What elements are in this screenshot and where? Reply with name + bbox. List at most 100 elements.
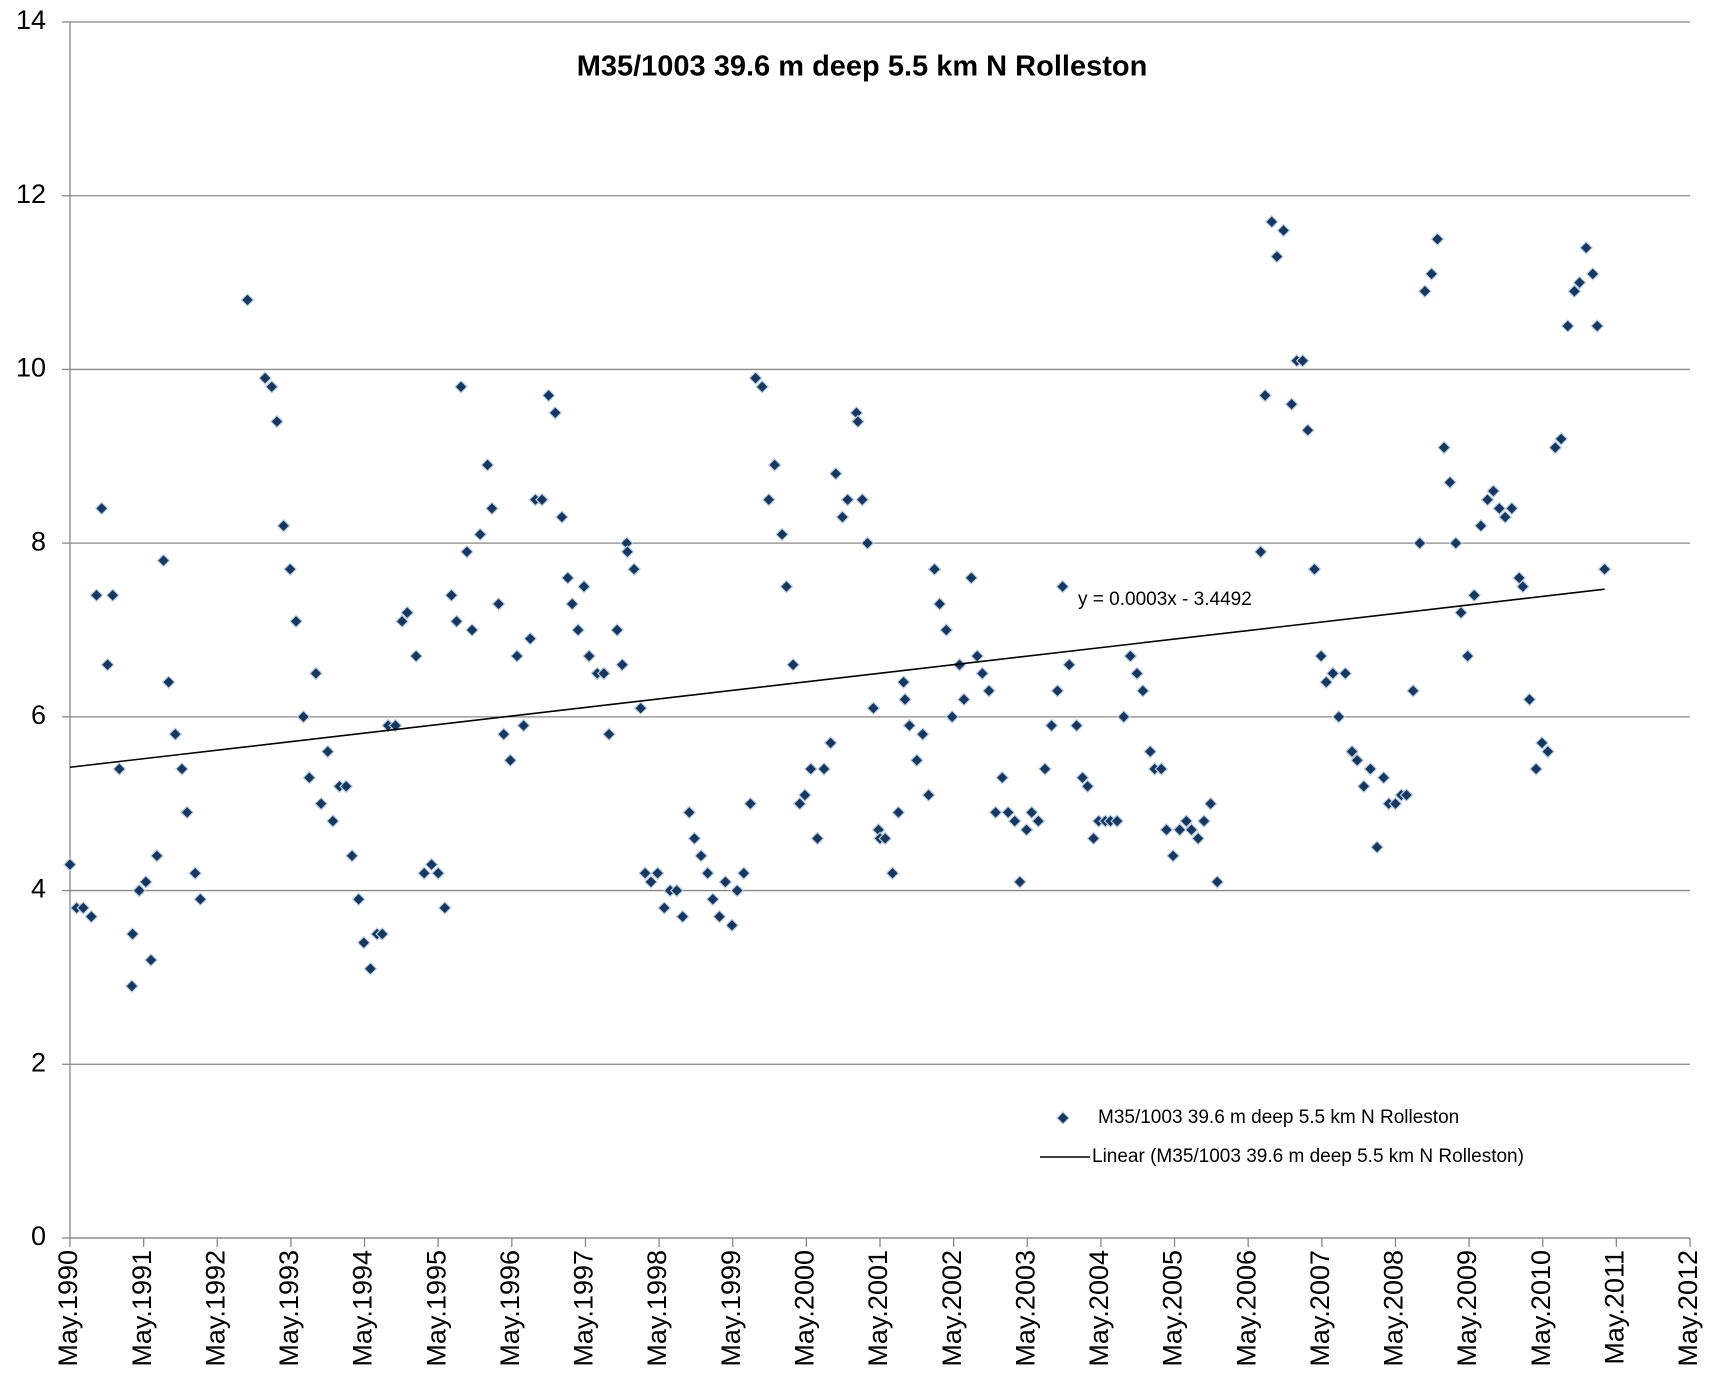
data-point: [694, 848, 708, 863]
data-point: [138, 875, 153, 889]
data-point: [577, 579, 591, 594]
data-point: [810, 831, 825, 846]
data-point: [560, 571, 575, 585]
data-point: [970, 649, 985, 663]
data-point: [898, 692, 912, 707]
data-point: [375, 927, 390, 941]
data-point: [891, 805, 906, 820]
data-point: [240, 293, 255, 307]
data-point: [945, 710, 960, 724]
x-tick-label: May.2000: [789, 1250, 819, 1367]
data-point: [1590, 319, 1605, 333]
data-point: [417, 866, 432, 881]
data-point: [395, 614, 409, 629]
data-point: [345, 848, 359, 863]
x-tick-label: May.2012: [1673, 1250, 1703, 1367]
data-point: [840, 492, 855, 507]
data-point: [1474, 518, 1488, 533]
data-point: [1143, 744, 1158, 759]
data-point: [597, 666, 611, 681]
data-point: [180, 805, 194, 820]
data-point: [1370, 840, 1384, 854]
data-point: [473, 527, 488, 542]
data-point: [1331, 710, 1346, 724]
data-point: [1597, 562, 1612, 577]
data-point: [1579, 240, 1594, 255]
data-point: [144, 953, 158, 967]
data-point: [485, 501, 499, 516]
data-point: [363, 961, 378, 976]
data-point: [1388, 796, 1403, 811]
data-point: [270, 414, 284, 429]
x-tick-label: May.2003: [1010, 1250, 1040, 1367]
data-point: [896, 675, 911, 689]
data-point: [276, 518, 291, 533]
data-point: [705, 892, 720, 907]
data-point: [1412, 536, 1427, 550]
data-point: [1197, 814, 1211, 828]
data-point: [982, 683, 996, 698]
data-point: [503, 753, 518, 768]
data-point: [1116, 710, 1131, 724]
data-point: [921, 788, 936, 802]
data-point: [1007, 814, 1022, 828]
data-point: [1467, 588, 1482, 603]
x-tick-label: May.2005: [1158, 1250, 1188, 1367]
data-point: [1338, 666, 1353, 681]
data-point: [161, 675, 176, 689]
data-point: [823, 736, 838, 750]
x-tick-label: May.1996: [495, 1250, 525, 1367]
x-tick-label: May.2006: [1231, 1250, 1261, 1367]
data-point: [909, 753, 924, 768]
data-point: [1548, 440, 1563, 455]
y-tick-label: 0: [31, 1221, 46, 1251]
data-point: [302, 770, 317, 785]
data-point: [1460, 649, 1475, 663]
data-point: [193, 892, 208, 907]
x-tick-label: May.1992: [200, 1250, 230, 1367]
y-tick-label: 2: [31, 1047, 46, 1077]
data-point: [283, 562, 298, 577]
data-point: [915, 727, 930, 742]
legend-label: Linear (M35/1003 39.6 m deep 5.5 km N Ro…: [1092, 1146, 1524, 1167]
y-tick-label: 6: [31, 700, 46, 730]
data-point: [1314, 649, 1328, 663]
y-tick-label: 10: [16, 353, 46, 383]
data-point: [855, 492, 870, 507]
data-point: [465, 623, 479, 637]
data-point: [565, 597, 580, 611]
data-point: [725, 918, 739, 933]
data-point: [94, 501, 109, 516]
data-point: [156, 553, 171, 568]
data-point: [548, 406, 563, 420]
data-point: [356, 935, 371, 950]
data-point: [975, 666, 990, 681]
data-point: [828, 466, 843, 481]
x-tick-label: May.2002: [937, 1250, 967, 1367]
data-point: [1572, 275, 1587, 290]
x-tick-label: May.1998: [642, 1250, 672, 1367]
data-point: [615, 657, 630, 672]
data-point: [496, 727, 511, 742]
data-point: [1430, 232, 1445, 246]
data-point: [633, 701, 648, 716]
data-point: [89, 588, 104, 603]
data-point: [1516, 579, 1530, 594]
data-point: [675, 909, 690, 924]
data-point: [927, 562, 942, 577]
data-point: [1326, 666, 1340, 681]
data-point: [1522, 692, 1537, 707]
data-point: [1172, 822, 1187, 837]
data-point: [1001, 805, 1015, 820]
data-point: [803, 762, 818, 776]
data-point: [638, 866, 652, 881]
data-point: [1480, 492, 1495, 507]
data-point: [1424, 267, 1439, 281]
data-point: [657, 901, 672, 915]
data-point: [1264, 214, 1279, 229]
data-point: [510, 649, 524, 663]
data-point: [1270, 249, 1284, 264]
trendline-equation: y = 0.0003x - 3.4492: [1078, 589, 1252, 610]
